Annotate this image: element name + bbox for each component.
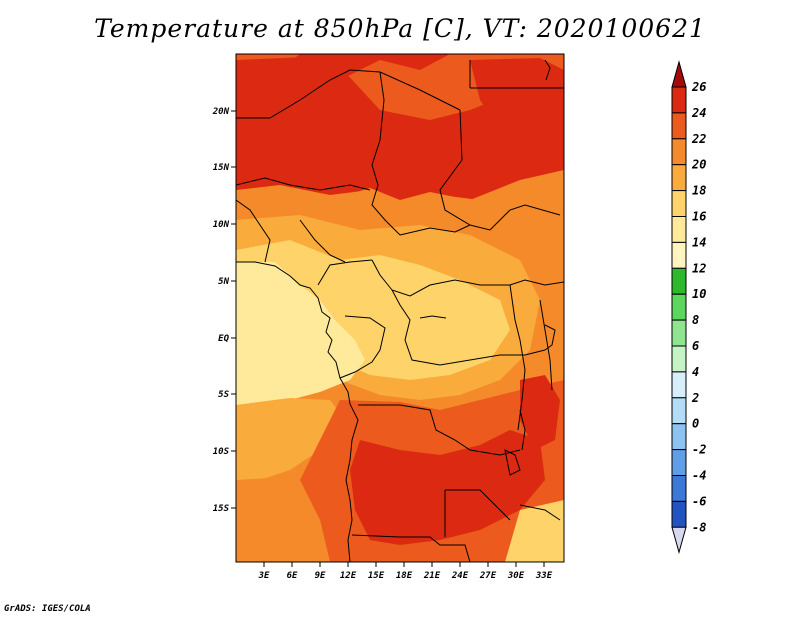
lon-label: 30E (507, 571, 525, 581)
colorbar-label: 8 (692, 313, 699, 327)
colorbar-label: 16 (692, 210, 706, 224)
colorbar-segment (671, 293, 687, 321)
border-east-2 (469, 60, 564, 89)
lon-label: 27E (479, 571, 497, 581)
border-south-1 (358, 404, 521, 456)
colorbar-segment (671, 449, 687, 477)
border-central-5 (391, 289, 546, 366)
coastline-west (236, 261, 359, 562)
lake-1 (419, 315, 447, 319)
colorbar-label: 22 (691, 132, 706, 146)
colorbar-label: -6 (692, 494, 706, 508)
lat-label: 10N (213, 220, 230, 230)
lon-label: 3E (258, 571, 270, 581)
colorbar-label: 26 (691, 80, 706, 94)
lon-label: 18E (396, 571, 413, 581)
border-north-2 (371, 71, 401, 236)
field-south-24 (350, 430, 545, 545)
lat-label: 15S (213, 504, 230, 514)
colorbar-segment (671, 500, 687, 528)
colorbar-segment (671, 112, 687, 140)
border-central-1 (399, 224, 471, 236)
field-central-16 (236, 240, 510, 380)
lake-4 (519, 409, 526, 451)
colorbar-segment (671, 371, 687, 399)
lon-label: 12E (340, 571, 357, 581)
colorbar-label: -8 (692, 520, 706, 534)
colorbar-label: 0 (692, 417, 699, 431)
border-central-4 (339, 315, 386, 379)
border-central-2 (371, 259, 564, 297)
lon-labels: 3E 6E 9E 12E 15E 18E 21E 24E 27E 30E 33E (258, 571, 553, 581)
border-east-4 (539, 299, 553, 391)
border-north-3 (236, 177, 371, 191)
map-frame (235, 53, 565, 563)
temperature-field (236, 54, 564, 562)
border-north-1 (236, 69, 461, 119)
colorbar-segment (671, 345, 687, 373)
colorbar-label: 2 (691, 391, 699, 405)
field-sw-18 (236, 398, 345, 485)
field-coast-14 (236, 262, 365, 408)
colorbar-segment (671, 397, 687, 425)
colorbar-segment (671, 86, 687, 114)
lake-2 (544, 324, 556, 351)
border-south-2 (351, 534, 471, 562)
field-east-24 (520, 375, 560, 450)
border-south-5 (519, 504, 561, 521)
border-north-5 (299, 219, 346, 263)
colorbar-label: 10 (692, 287, 706, 301)
borders (236, 59, 564, 562)
lon-ticks (263, 562, 545, 567)
colorbar-segment (671, 241, 687, 269)
lat-label: 5N (218, 277, 229, 287)
lat-label: EQ (218, 334, 229, 344)
colorbar-bottom-arrow (671, 526, 687, 555)
lat-label: 15N (213, 163, 230, 173)
colorbar-label: 12 (692, 261, 706, 275)
lon-label: 21E (423, 571, 441, 581)
lat-label: 10S (213, 447, 230, 457)
colorbar-label: 20 (691, 158, 706, 172)
colorbar-segment (671, 164, 687, 192)
lat-ticks (231, 110, 236, 509)
colorbar-label: 4 (692, 365, 699, 379)
colorbar-segment (671, 423, 687, 451)
field-ne-hot (470, 58, 564, 150)
field-se-18 (505, 500, 564, 562)
border-south-3 (445, 489, 511, 521)
colorbar-segment (671, 190, 687, 218)
colorbar-label: 18 (692, 184, 706, 198)
colorbar-segment (671, 267, 687, 295)
border-north-4 (236, 199, 271, 263)
lon-label: 24E (451, 571, 469, 581)
colorbar-segment (671, 319, 687, 347)
lon-label: 15E (368, 571, 385, 581)
lake-3 (504, 449, 521, 476)
grads-credit: GrADS: IGES/COLA (4, 604, 91, 614)
border-east-3 (509, 284, 526, 431)
colorbar-segment (671, 216, 687, 243)
lat-labels: 20N 15N 10N 5N EQ 5S 10S 15S (212, 107, 230, 514)
colorbar-label: 6 (692, 339, 699, 353)
colorbar-label: 24 (691, 106, 706, 120)
field-sw-20 (236, 478, 330, 562)
colorbar (671, 60, 687, 555)
lat-label: 5S (218, 390, 229, 400)
colorbar-label: -2 (692, 443, 706, 457)
colorbar-top-arrow (671, 60, 687, 88)
lon-label: 33E (535, 571, 553, 581)
lon-label: 6E (287, 571, 298, 581)
colorbar-segment (671, 475, 687, 502)
colorbar-label: 14 (692, 235, 706, 249)
lat-label: 20N (212, 107, 230, 117)
colorbar-label: -4 (692, 469, 706, 483)
lon-label: 9E (315, 571, 326, 581)
chart-title: Temperature at 850hPa [C], VT: 202010062… (94, 14, 706, 43)
coast-east (544, 59, 551, 81)
border-central-3 (317, 259, 373, 286)
colorbar-segment (671, 138, 687, 166)
